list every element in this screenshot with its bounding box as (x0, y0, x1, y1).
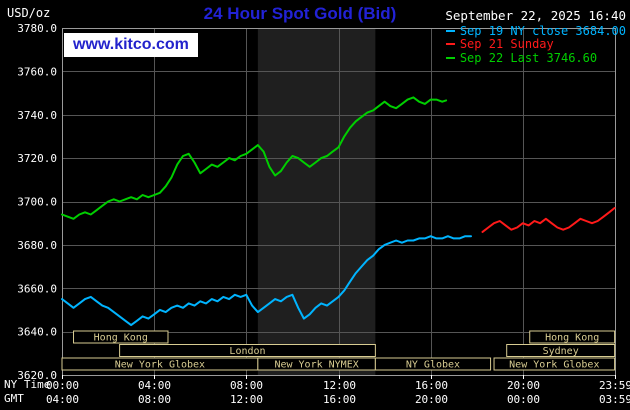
svg-text:Sydney: Sydney (543, 346, 579, 357)
legend-item-sep19: Sep 19 NY close 3684.00 (445, 23, 626, 38)
legend-label: Sep 22 Last 3746.60 (459, 50, 598, 65)
svg-text:04:00: 04:00 (138, 379, 171, 392)
unit-label: USD/oz (7, 6, 51, 20)
svg-text:20:00: 20:00 (415, 393, 448, 406)
svg-text:3740.0: 3740.0 (17, 109, 57, 122)
legend-label: Sep 19 NY close 3684.00 (459, 23, 626, 38)
svg-text:00:00: 00:00 (46, 379, 79, 392)
svg-text:Hong Kong: Hong Kong (545, 333, 599, 344)
session-box (73, 330, 169, 344)
series-sep19 (61, 235, 472, 327)
legend-dash-icon (445, 43, 455, 46)
market-sessions: Hong Kong Hong Kong London Sydney New York G… (61, 330, 616, 371)
svg-text:Hong Kong: Hong Kong (94, 333, 148, 344)
svg-text:New York Globex: New York Globex (115, 360, 205, 371)
legend-item-sep21: Sep 21 Sunday (445, 37, 626, 52)
kitco-watermark-link[interactable]: www.kitco.com (64, 33, 198, 58)
svg-text:London: London (229, 346, 265, 357)
svg-text:3700.0: 3700.0 (17, 196, 57, 209)
session-box (119, 344, 376, 357)
legend: Sep 19 NY close 3684.00 Sep 21 Sunday Se… (445, 23, 626, 65)
svg-text:08:00: 08:00 (138, 393, 171, 406)
svg-text:12:00: 12:00 (323, 379, 356, 392)
svg-text:04:00: 04:00 (46, 393, 79, 406)
svg-text:3760.0: 3760.0 (17, 65, 57, 78)
ny-time-axis-label: NY Time (4, 378, 51, 391)
datetime-label: September 22, 2025 16:40 (445, 8, 626, 23)
session-box (529, 330, 616, 344)
svg-text:23:59: 23:59 (599, 379, 630, 392)
svg-text:3660.0: 3660.0 (17, 282, 57, 295)
svg-text:16:00: 16:00 (415, 379, 448, 392)
svg-text:New York Globex: New York Globex (509, 360, 599, 371)
legend-label: Sep 21 Sunday (459, 37, 554, 52)
series-sep22 (61, 96, 448, 220)
svg-text:New York NYMEX: New York NYMEX (274, 360, 358, 371)
legend-item-sep22: Sep 22 Last 3746.60 (445, 50, 626, 65)
y-axis-labels: 3780.0 3760.0 3740.0 3720.0 3700.0 3680.0 3660… (17, 22, 57, 382)
svg-text:NY Globex: NY Globex (406, 360, 460, 371)
svg-text:20:00: 20:00 (507, 379, 540, 392)
svg-text:12:00: 12:00 (230, 393, 263, 406)
legend-dash-icon (445, 29, 455, 32)
svg-text:08:00: 08:00 (230, 379, 263, 392)
legend-dash-icon (445, 56, 455, 59)
series-sep21 (481, 207, 616, 233)
x-axis-labels: 00:0004:0004:0008:0008:0012:0012:0016:00… (46, 375, 630, 406)
page-title: 24 Hour Spot Gold (Bid) (203, 4, 397, 23)
session-box (506, 344, 616, 357)
svg-text:3780.0: 3780.0 (17, 22, 57, 35)
svg-text:00:00: 00:00 (507, 393, 540, 406)
gmt-axis-label: GMT (4, 392, 24, 405)
svg-text:3640.0: 3640.0 (17, 326, 57, 339)
svg-text:16:00: 16:00 (323, 393, 356, 406)
session-box (374, 357, 492, 371)
svg-text:3680.0: 3680.0 (17, 239, 57, 252)
nymex-session-band (257, 28, 376, 375)
svg-text:3620.0: 3620.0 (17, 369, 57, 382)
svg-text:3720.0: 3720.0 (17, 152, 57, 165)
svg-text:03:59: 03:59 (599, 393, 630, 406)
session-box (493, 357, 616, 371)
